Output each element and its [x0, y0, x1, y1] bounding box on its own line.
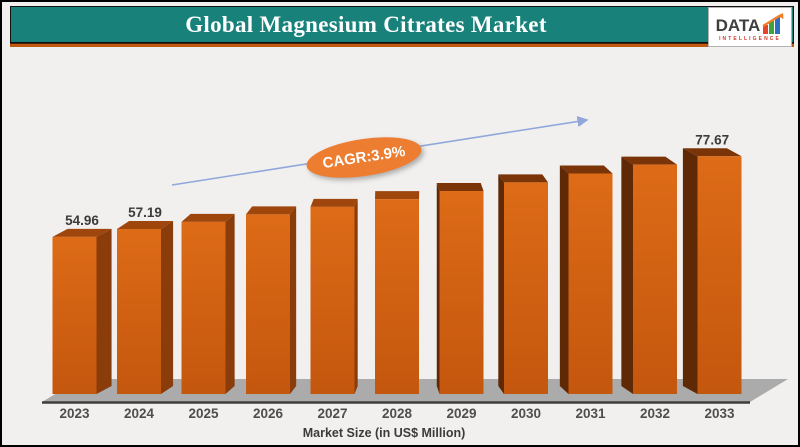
page-title: Global Magnesium Citrates Market — [185, 11, 547, 37]
bar-front-face — [246, 214, 290, 394]
bar-2024: 57.19 2024 — [117, 205, 174, 421]
bar-top-face — [498, 174, 548, 183]
bar-top-face — [621, 156, 677, 165]
bar-side-face — [498, 174, 504, 394]
bar-2026: 2026 — [246, 206, 297, 421]
x-tick-2030: 2030 — [511, 406, 541, 421]
bar-side-face — [96, 228, 112, 394]
bar-2029: 2029 — [436, 182, 484, 421]
value-label-2033: 77.67 — [695, 132, 729, 147]
x-tick-2023: 2023 — [59, 406, 90, 421]
bar-front-face — [633, 164, 677, 394]
bar-2032: 2032 — [621, 156, 677, 421]
bar-front-face — [310, 206, 355, 394]
bar-front-face — [52, 236, 97, 394]
logo-text: DATA — [715, 16, 761, 36]
bar-front-face — [375, 199, 419, 394]
x-tick-2032: 2032 — [640, 406, 670, 421]
x-tick-2031: 2031 — [575, 406, 606, 421]
x-tick-2026: 2026 — [253, 406, 284, 421]
x-axis-title: Market Size (in US$ Million) — [302, 426, 466, 440]
bar-front-face — [504, 182, 548, 394]
bar-2023: 54.96 2023 — [52, 213, 112, 421]
logo-row: DATA — [715, 12, 785, 36]
bar-top-face — [181, 213, 235, 222]
bar-front-face — [117, 228, 161, 394]
bar-2027: 2027 — [310, 198, 358, 421]
x-tick-2024: 2024 — [124, 406, 155, 421]
x-tick-2027: 2027 — [317, 406, 347, 421]
cagr-label: CAGR:3.9% — [321, 142, 407, 173]
bar-top-face — [559, 165, 613, 174]
bar-2030: 2030 — [498, 174, 548, 421]
bar-2031: 2031 — [559, 165, 613, 421]
value-label-2024: 57.19 — [128, 205, 162, 220]
bar-side-face — [161, 220, 174, 394]
bar-top-face — [246, 206, 297, 215]
x-tick-2033: 2033 — [704, 406, 735, 421]
bar-top-face — [310, 198, 358, 207]
bar-side-face — [225, 213, 235, 394]
bar-2028: 2028 — [375, 191, 420, 421]
bar-top-face — [436, 182, 484, 191]
bar-side-face — [621, 156, 633, 394]
title-accent-line — [10, 43, 794, 47]
bar-front-face — [697, 156, 742, 394]
x-tick-2028: 2028 — [382, 406, 413, 421]
logo-subtext: INTELLIGENCE — [719, 35, 781, 42]
bar-side-face — [354, 198, 358, 394]
bar-2033: 77.67 2033 — [682, 132, 742, 421]
bar-side-face — [682, 148, 698, 394]
bar-2025: 2025 — [181, 213, 235, 421]
x-tick-2025: 2025 — [188, 406, 219, 421]
bar-top-face — [682, 148, 742, 157]
bar-front-face — [439, 190, 484, 394]
value-label-2023: 54.96 — [65, 213, 99, 228]
logo-chart-icon — [762, 12, 784, 34]
logo: DATA INTELLIGENCE — [708, 7, 792, 47]
x-tick-2029: 2029 — [446, 406, 476, 421]
bar-front-face — [568, 173, 613, 394]
bar-side-face — [290, 206, 297, 394]
bar-side-face — [436, 182, 440, 394]
bar-top-face — [52, 228, 112, 237]
bar-top-face — [117, 220, 174, 229]
bar-top-face — [375, 191, 420, 200]
bar-side-face — [559, 165, 569, 394]
title-bar: Global Magnesium Citrates Market — [10, 6, 794, 43]
bar-front-face — [181, 221, 226, 394]
